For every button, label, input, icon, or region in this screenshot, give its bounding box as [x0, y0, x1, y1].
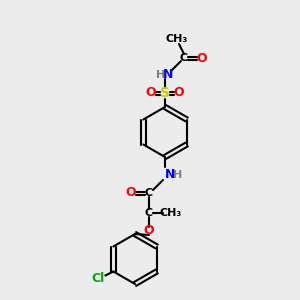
Text: C: C	[180, 53, 188, 63]
Text: Cl: Cl	[92, 272, 105, 285]
Text: CH₃: CH₃	[160, 208, 182, 218]
Text: H: H	[156, 70, 166, 80]
Text: CH₃: CH₃	[166, 34, 188, 44]
Text: O: O	[146, 86, 156, 100]
Text: O: O	[144, 224, 154, 238]
Text: O: O	[197, 52, 207, 64]
Text: S: S	[160, 86, 170, 100]
Text: O: O	[126, 187, 136, 200]
Text: N: N	[165, 169, 175, 182]
Text: C: C	[145, 208, 153, 218]
Text: O: O	[174, 86, 184, 100]
Text: C: C	[145, 188, 153, 198]
Text: H: H	[173, 170, 183, 180]
Text: N: N	[163, 68, 173, 82]
